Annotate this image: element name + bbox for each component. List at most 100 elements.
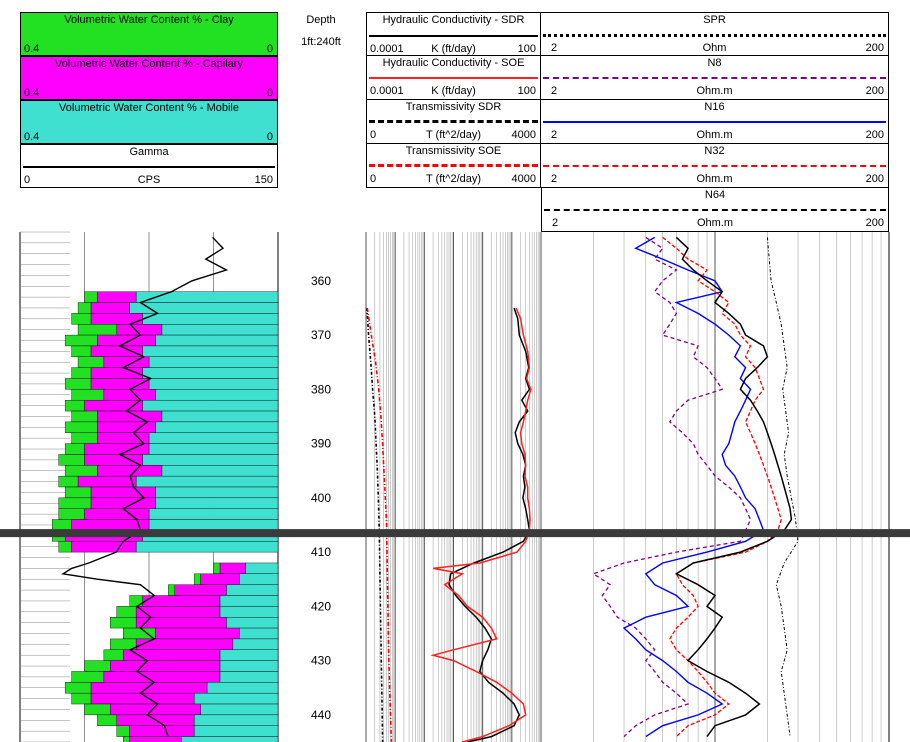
clay-bar <box>84 660 111 672</box>
clay-bar <box>84 291 98 303</box>
mobile-bar <box>239 627 279 640</box>
n64-title: N64 <box>704 189 726 201</box>
capillary-left: 0.4 <box>24 87 40 99</box>
capillary-bar <box>97 421 156 433</box>
t-soe-left: 0 <box>370 173 377 185</box>
mobile-bar <box>135 541 279 553</box>
mobile-bar <box>148 443 279 455</box>
clay-bar <box>84 703 111 716</box>
capillary-bar <box>103 671 221 683</box>
clay-bar <box>64 486 92 499</box>
depth-tick-label: 440 <box>311 708 331 722</box>
series-n16 <box>622 236 765 738</box>
depth-title: Depth <box>306 14 336 26</box>
mobile-bar <box>219 660 279 672</box>
clay-bar <box>71 432 98 444</box>
mobile-bar <box>193 725 279 737</box>
gamma-right: 150 <box>254 174 273 186</box>
clay-header: Volumetric Water Content % - Clay 0.4 0 <box>20 12 278 56</box>
k-soe-right: 100 <box>517 85 536 97</box>
clay-bar <box>77 324 117 336</box>
spr-left: 2 <box>551 42 558 54</box>
clay-bar <box>193 573 201 585</box>
gamma-title: Gamma <box>129 146 169 158</box>
clay-bar <box>64 334 98 347</box>
clay-bar <box>64 378 92 390</box>
clay-bar <box>71 671 105 683</box>
clay-bar <box>64 443 85 455</box>
clay-bar <box>213 562 221 575</box>
clay-bar <box>58 475 79 488</box>
depth-tick-label: 360 <box>311 274 331 288</box>
mobile-bar <box>142 399 279 412</box>
depth-header: Depth 1ft:240ft <box>286 12 356 52</box>
clay-bar <box>52 519 72 531</box>
n8-title: N8 <box>707 57 722 69</box>
n64-right: 200 <box>865 217 884 229</box>
mobile-bar <box>219 649 279 661</box>
capillary-bar <box>103 389 156 401</box>
series-t-sdr <box>366 307 384 742</box>
n8-unit: Ohm.m <box>696 85 733 97</box>
n8-header: N8 2 Ohm.m 200 <box>541 56 889 100</box>
t-sdr-right: 4000 <box>511 129 536 141</box>
depth-tick-label: 430 <box>311 654 331 668</box>
clay-left: 0.4 <box>24 43 40 55</box>
mobile-bar <box>148 432 279 444</box>
capillary-bar <box>97 432 150 444</box>
gamma-left: 0 <box>24 174 31 186</box>
mobile-bar <box>155 421 279 433</box>
mobile-bar <box>148 356 279 368</box>
clay-bar <box>71 410 98 423</box>
depth-scale: 1ft:240ft <box>301 36 341 48</box>
mobile-bar <box>135 475 279 488</box>
mobile-bar <box>155 389 279 401</box>
capillary-bar <box>77 475 137 488</box>
capillary-bar <box>90 682 208 694</box>
clay-bar <box>58 541 72 553</box>
k-sdr-left: 0.0001 <box>370 43 404 55</box>
mobile-bar <box>219 606 279 618</box>
k-soe-left: 0.0001 <box>370 85 404 97</box>
mobile-bar <box>155 486 279 499</box>
capillary-bar <box>129 736 182 742</box>
mobile-bar <box>226 617 279 629</box>
depth-tick-label: 420 <box>311 599 331 613</box>
gamma-unit: CPS <box>137 174 161 186</box>
k-sdr-unit: K (ft/day) <box>431 43 476 55</box>
mobile-bar <box>161 465 279 477</box>
mobile-right: 0 <box>266 131 273 143</box>
n8-right: 200 <box>865 85 884 97</box>
t-sdr-header: Transmissivity SDR 0 T (ft^2/day) 4000 <box>366 100 541 144</box>
k-sdr-header: Hydraulic Conductivity - SDR 0.0001 K (f… <box>366 12 541 56</box>
t-soe-title: Transmissivity SOE <box>405 145 502 157</box>
mobile-bar <box>142 454 279 466</box>
t-sdr-unit: T (ft^2/day) <box>425 129 482 141</box>
t-sdr-left: 0 <box>370 129 377 141</box>
capillary-bar <box>84 454 143 466</box>
clay-bar <box>122 736 130 742</box>
mobile-header: Volumetric Water Content % - Mobile 0.4 … <box>20 100 278 144</box>
clay-bar <box>77 302 92 314</box>
capillary-bar <box>97 334 156 347</box>
capillary-bar <box>155 627 240 640</box>
clay-bar <box>110 617 137 629</box>
spr-unit: Ohm <box>702 42 727 54</box>
mobile-bar <box>161 324 279 336</box>
clay-bar <box>64 682 92 694</box>
clay-bar <box>71 692 92 705</box>
n32-title: N32 <box>704 145 725 157</box>
n16-right: 200 <box>865 129 884 141</box>
capillary-bar <box>174 584 227 596</box>
series-n64 <box>674 236 793 738</box>
mobile-bar <box>142 345 279 357</box>
capillary-bar <box>90 486 156 499</box>
t-soe-header: Transmissivity SOE 0 T (ft^2/day) 4000 <box>366 144 541 188</box>
capillary-bar <box>90 497 156 509</box>
capillary-header: Volumetric Water Content % - Capilary 0.… <box>20 56 278 100</box>
clay-bar <box>64 465 98 477</box>
clay-bar <box>71 389 105 401</box>
mobile-bar <box>206 682 279 694</box>
capillary-bar <box>90 302 130 314</box>
mobile-title: Volumetric Water Content % - Mobile <box>59 102 239 114</box>
